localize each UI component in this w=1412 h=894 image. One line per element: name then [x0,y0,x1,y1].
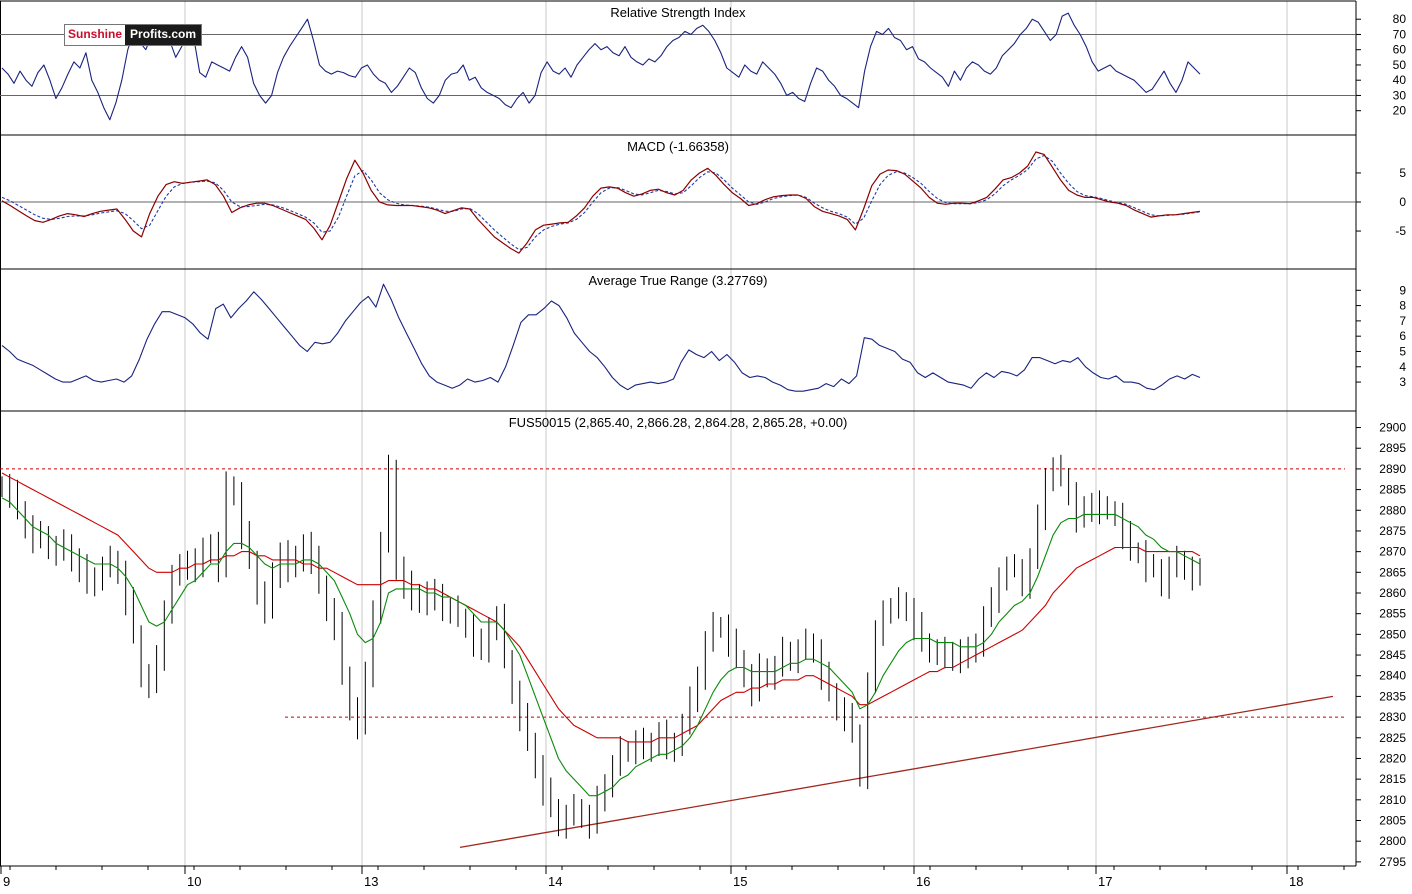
y-tick-label-3-15: 2870 [1379,545,1406,559]
y-tick-label-2-1: 4 [1399,360,1406,374]
x-tick-label-2: 13 [364,874,378,889]
logo-text-profits: Profits.com [125,25,202,45]
y-tick-label-3-5: 2820 [1379,751,1406,765]
macd-line [1,151,1201,254]
y-tick-label-0-2: 40 [1393,73,1407,87]
y-tick-label-3-9: 2840 [1379,669,1406,683]
y-tick-label-3-1: 2800 [1379,834,1406,848]
y-tick-label-1-2: 5 [1399,166,1406,180]
macd-title: MACD (-1.66358) [627,139,729,154]
y-tick-label-3-2: 2805 [1379,814,1406,828]
y-tick-label-0-6: 80 [1393,12,1407,26]
y-tick-label-3-3: 2810 [1379,793,1406,807]
y-tick-label-0-0: 20 [1393,104,1407,118]
y-tick-label-3-8: 2835 [1379,689,1406,703]
y-tick-label-3-11: 2850 [1379,627,1406,641]
y-tick-label-3-14: 2865 [1379,565,1406,579]
y-tick-label-3-12: 2855 [1379,607,1406,621]
y-tick-label-1-0: -5 [1395,224,1406,238]
y-tick-label-1-1: 0 [1399,195,1406,209]
atr-line [1,283,1201,392]
price-bars [1,454,1201,839]
y-tick-label-2-3: 6 [1399,329,1406,343]
rising-trendline [459,695,1334,849]
y-tick-label-3-10: 2845 [1379,648,1406,662]
y-tick-label-2-0: 3 [1399,375,1406,389]
x-tick-label-7: 18 [1289,874,1303,889]
y-tick-label-3-19: 2890 [1379,462,1406,476]
x-tick-label-1: 10 [187,874,201,889]
x-tick-label-4: 15 [733,874,747,889]
y-tick-label-3-6: 2825 [1379,731,1406,745]
moving-average-long [1,472,1201,743]
y-tick-label-3-4: 2815 [1379,772,1406,786]
x-tick-label-0: 9 [3,874,10,889]
y-tick-label-2-4: 7 [1399,314,1406,328]
y-tick-label-3-18: 2885 [1379,483,1406,497]
y-tick-label-0-5: 70 [1393,27,1407,41]
rsi-title: Relative Strength Index [610,5,746,20]
y-tick-label-0-3: 50 [1393,58,1407,72]
y-tick-label-0-4: 60 [1393,43,1407,57]
logo-text-sunshine: Sunshine [65,25,126,45]
x-tick-label-6: 17 [1098,874,1112,889]
y-tick-label-3-17: 2880 [1379,503,1406,517]
macd-signal-line [1,154,1201,251]
y-tick-label-2-6: 9 [1399,283,1406,297]
y-tick-label-2-5: 8 [1399,299,1406,313]
y-tick-label-3-16: 2875 [1379,524,1406,538]
x-tick-label-3: 14 [548,874,562,889]
y-tick-label-2-2: 5 [1399,344,1406,358]
y-tick-label-3-21: 2900 [1379,421,1406,435]
atr-title: Average True Range (3.27769) [589,273,768,288]
moving-average-short [1,497,1201,797]
y-tick-label-3-7: 2830 [1379,710,1406,724]
price-title: FUS50015 (2,865.40, 2,866.28, 2,864.28, … [509,415,848,430]
sunshine-profits-logo: Sunshine Profits.com [64,24,203,46]
x-tick-label-5: 16 [916,874,930,889]
y-tick-label-3-13: 2860 [1379,586,1406,600]
y-tick-label-3-20: 2895 [1379,441,1406,455]
rsi-line [1,12,1201,121]
y-tick-label-0-1: 30 [1393,88,1407,102]
y-tick-label-3-0: 2795 [1379,855,1406,869]
